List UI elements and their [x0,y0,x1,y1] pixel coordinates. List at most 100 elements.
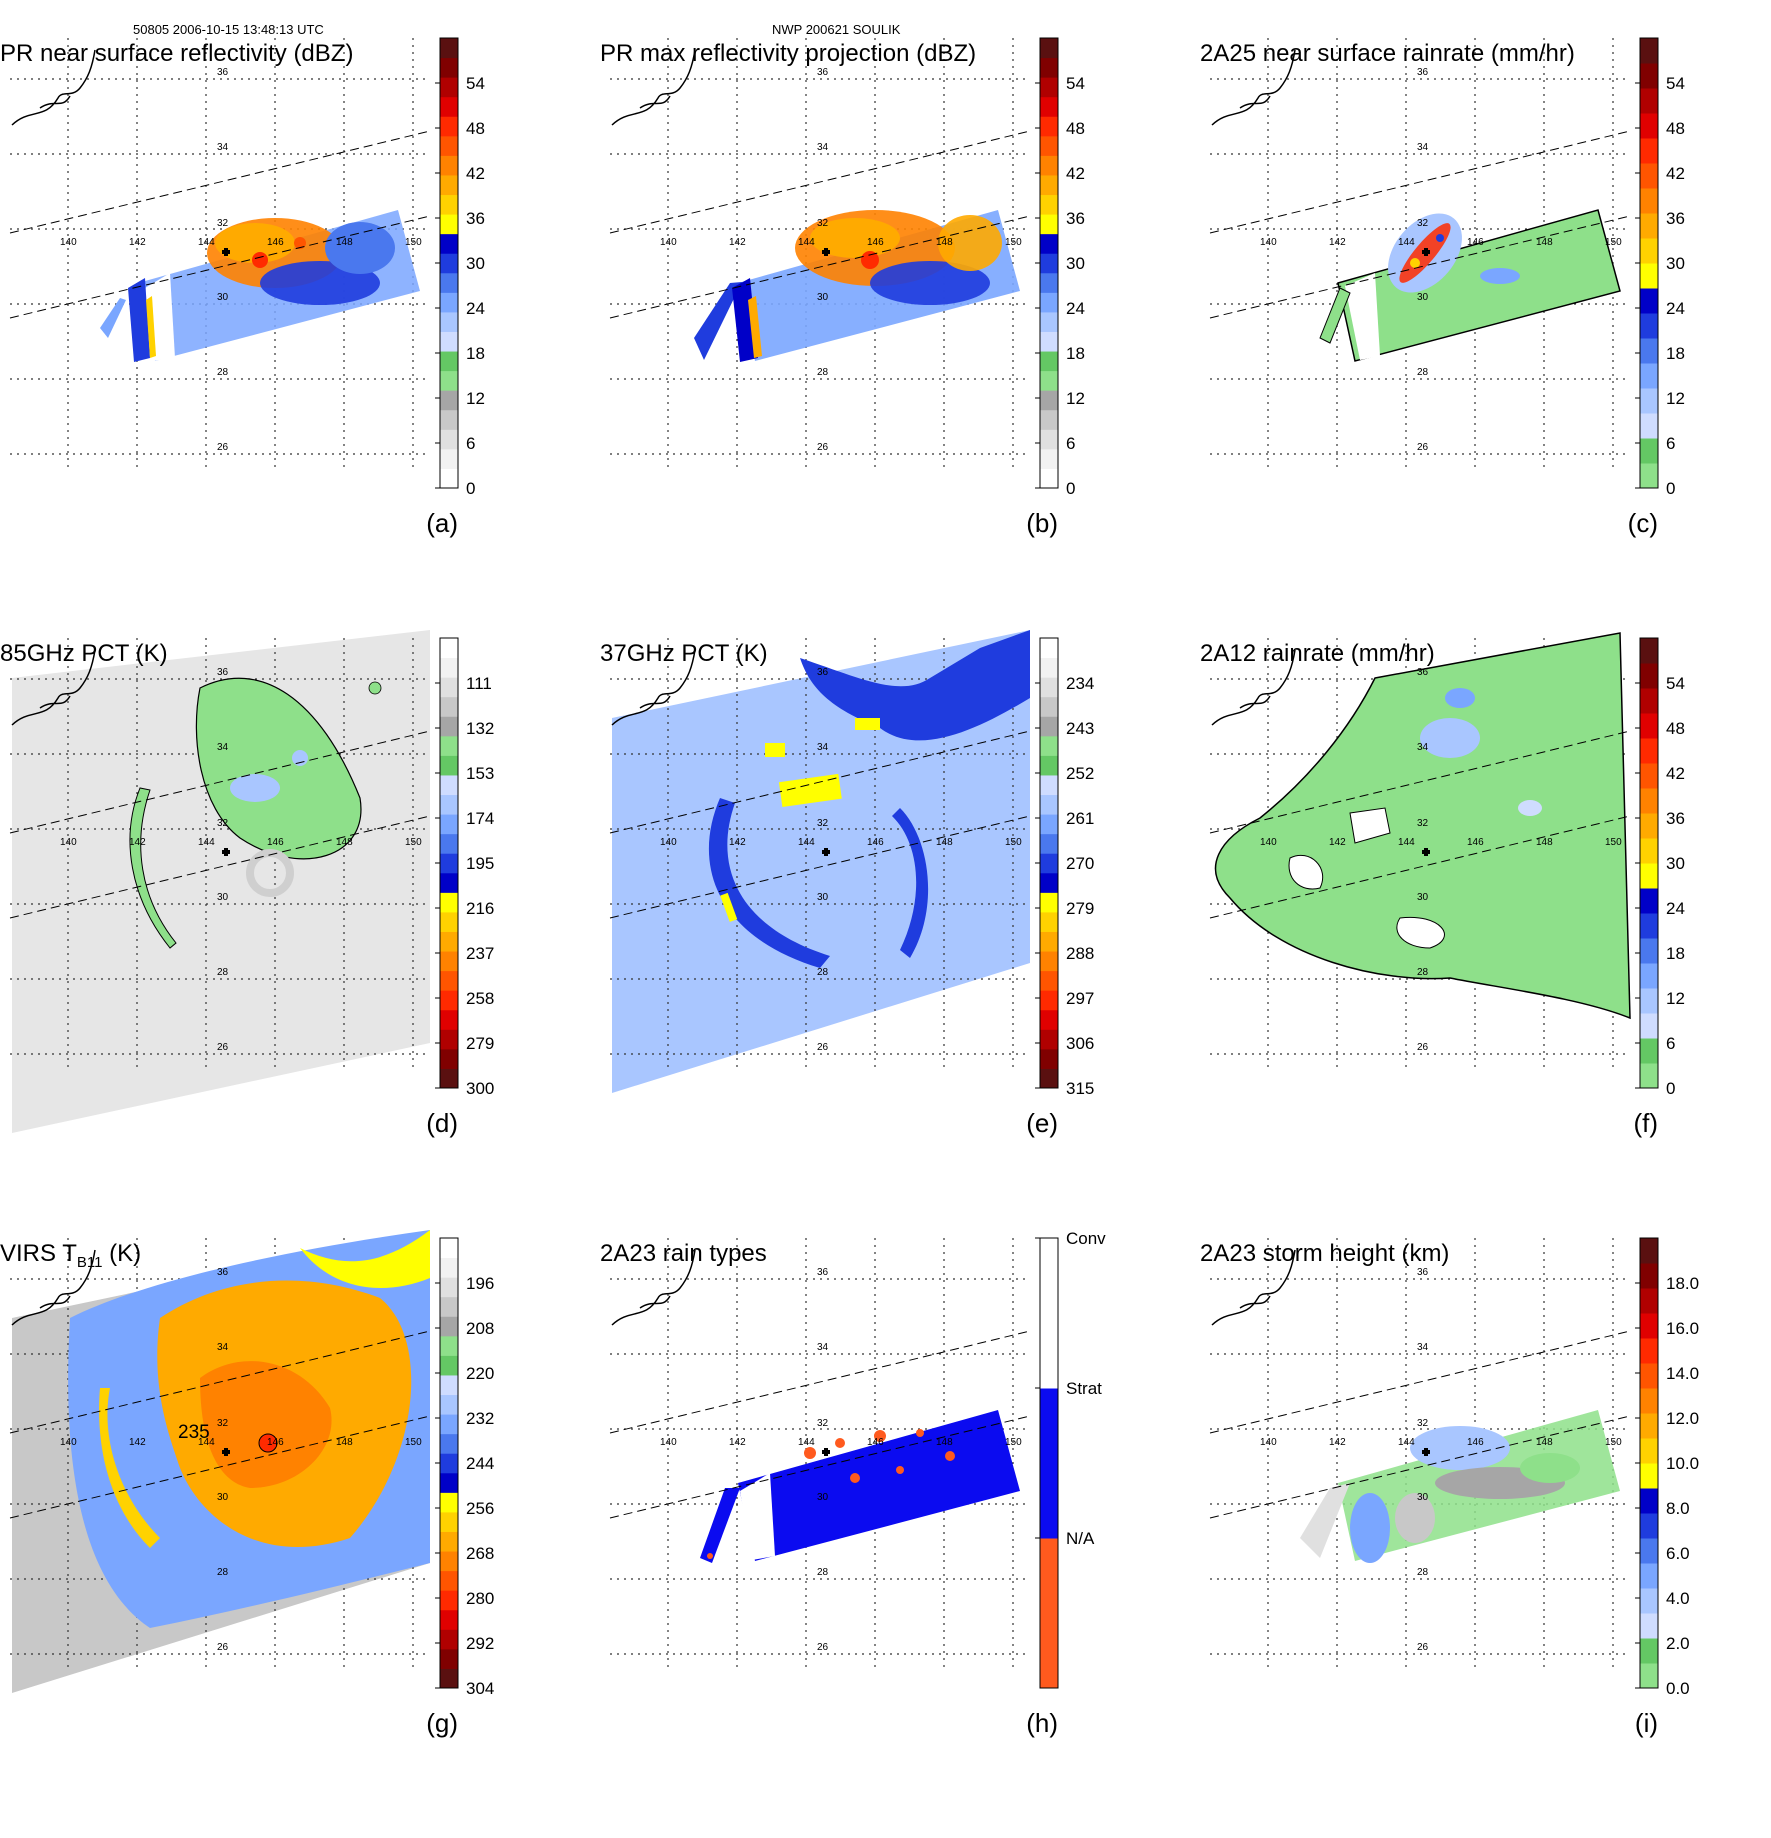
lon-label: 148 [1536,237,1553,248]
colorbar-segment [1640,938,1658,964]
colorbar-segment [1040,174,1058,196]
swath-edge-north [9,1330,431,1434]
colorbar-segment [440,272,458,293]
swath-edge-north [1209,130,1631,234]
swath-edge-south [9,215,431,319]
colorbar-tick-label: 195 [466,854,494,873]
lon-label: 150 [1005,1437,1022,1448]
panel-f-title: 2A12 rainrate (mm/hr) [1200,640,1435,667]
colorbar-segment [440,1511,458,1532]
colorbar-segment [1040,735,1058,756]
colorbar-segment [1640,463,1658,489]
colorbar-segment [440,1238,458,1259]
lon-label: 140 [1260,237,1277,248]
lat-label: 28 [817,1567,829,1578]
colorbar-tick-label: 48 [466,119,485,138]
panel-c: 140 142 144 146 148 150 26 28 30 32 34 36 0 6 12 18 24 30… [1200,37,1771,638]
lon-label: 144 [1398,1437,1415,1448]
colorbar-segment [1640,438,1658,464]
lat-label: 26 [217,442,229,453]
map-overlay: 140 142 144 146 148 150 26 28 30 32 34 36 [9,649,431,1053]
colorbar-segment [440,233,458,254]
colorbar-tick-label: 6 [466,434,475,453]
lon-label: 148 [1536,1437,1553,1448]
panel-g-title-main: VIRS T [0,1240,77,1267]
colorbar-segment [1640,63,1658,89]
colorbar-tick-label: 36 [1666,809,1685,828]
rainrate-2a12-data [1214,632,1631,1020]
colorbar-segment [1040,951,1058,972]
colorbar-segment [440,1296,458,1317]
colorbar-segment [440,1257,458,1278]
lat-label: 34 [217,1342,229,1353]
panel-d-label: (d) [426,1108,458,1138]
map-overlay: 140 142 144 146 148 150 26 28 30 32 34 36 [609,1249,1031,1653]
colorbar: 0 6 12 18 24 30 36 42 48 54 [1635,637,1685,1098]
colorbar-segment [1040,390,1058,411]
colorbar-tick-label: 18 [1666,944,1685,963]
colorbar-segment [440,214,458,235]
colorbar-segment [1640,1538,1658,1564]
pr-swath-data [694,210,1020,362]
colorbar-tick-label: 36 [466,209,485,228]
lat-label: 30 [1417,1492,1429,1503]
colorbar-tick-label: 54 [1666,674,1685,693]
colorbar-segment [440,1433,458,1454]
colorbar-segment [1640,788,1658,814]
lat-label: 30 [1417,292,1429,303]
colorbar-tick-label: 6 [1066,434,1075,453]
colorbar-tick-label: 304 [466,1679,494,1698]
colorbar-segment [440,1029,458,1050]
colorbar-segment [1640,1638,1658,1664]
lon-label: 140 [1260,1437,1277,1448]
lat-label: 26 [817,1042,829,1053]
colorbar-segment [1640,988,1658,1014]
panel-c-label: (c) [1627,508,1658,538]
colorbar-segment [1640,1313,1658,1339]
colorbar-tick-label: 244 [466,1454,494,1473]
colorbar: 315 306 297 288 279 270 261 252 243 234 [1035,637,1094,1098]
lat-label: 30 [217,1492,229,1503]
pr-swath-data [100,210,420,362]
colorbar-segment [440,1668,458,1689]
colorbar-tick-label: 54 [1666,74,1685,93]
storm-center-marker [1422,1448,1430,1456]
colorbar-tick-label: 18.0 [1666,1274,1699,1293]
colorbar-segment [1040,311,1058,332]
panel-g-title-tail: (K) [102,1240,142,1267]
lat-label: 34 [817,142,829,153]
colorbar-segment [440,1551,458,1572]
colorbar-segment [1040,716,1058,737]
map-overlay: 140 142 144 146 148 150 26 28 30 32 34 36 [1209,1249,1631,1653]
colorbar-segment [440,57,458,78]
lon-label: 144 [198,837,215,848]
colorbar-tick-label: 258 [466,989,494,1008]
colorbar-segment [1040,970,1058,991]
colorbar-segment [1040,370,1058,391]
swath-edge-north [609,1330,1031,1434]
colorbar-segment [440,409,458,430]
colorbar-tick-label: 42 [466,164,485,183]
colorbar-segment [440,116,458,137]
colorbar-tick-label: 12 [1666,989,1685,1008]
storm-center-marker [822,848,830,856]
colorbar-segment [1040,409,1058,430]
colorbar-segment [1640,163,1658,189]
lon-label: 146 [1467,237,1484,248]
panel-g-label: (g) [426,1708,458,1738]
colorbar-segment [440,351,458,372]
lon-label: 140 [1260,837,1277,848]
lat-label: 32 [817,1418,829,1429]
lat-label: 32 [817,818,829,829]
lat-label: 28 [217,967,229,978]
lat-label: 34 [217,142,229,153]
colorbar-segment [1640,1263,1658,1289]
panel-a-map: 140 142 144 146 148 150 26 28 30 32 34 36 0 6 12 18 24 30… [9,37,485,498]
lat-label: 34 [1417,742,1429,753]
colorbar-tick-label: 261 [1066,809,1094,828]
storm-center-marker [1422,248,1430,256]
colorbar-segment [1640,1588,1658,1614]
lon-label: 142 [729,1437,746,1448]
colorbar-segment [440,155,458,176]
coastline [611,1249,696,1326]
